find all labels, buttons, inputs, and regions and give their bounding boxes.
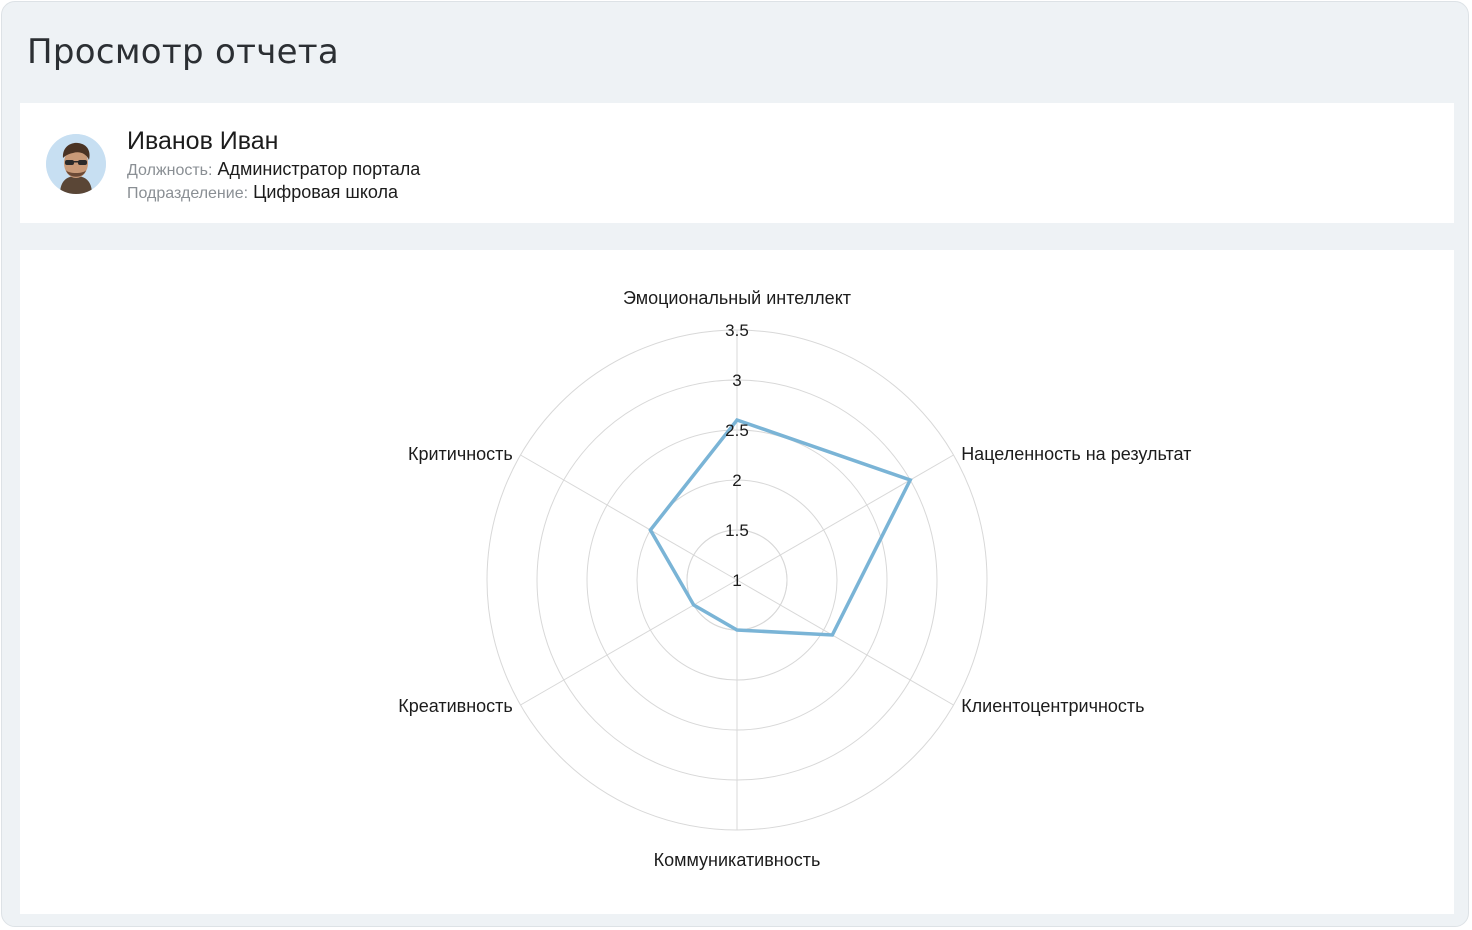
avatar [46,134,106,194]
avatar-image-icon [46,134,106,194]
grid-spoke [736,454,954,581]
position-label: Должность: [127,162,213,179]
axis-label: Коммуникативность [654,850,821,870]
series-point [908,478,912,482]
tick-label: 1 [732,571,741,590]
position-value: Администратор портала [217,159,421,179]
grid-spoke [520,579,738,706]
axis-label: Нацеленность на результат [961,444,1191,464]
radar-spokes [520,330,954,830]
grid-spoke [520,454,738,581]
tick-label: 2 [732,471,741,490]
axis-label: Критичность [408,444,513,464]
radar-series [648,417,913,637]
tick-label: 3 [732,371,741,390]
department-value: Цифровая школа [253,182,399,202]
series-point [830,633,834,637]
department-line: Подразделение: Цифровая школа [127,182,398,203]
series-point [735,418,739,422]
series-point [648,528,652,532]
radar-axis-labels: Эмоциональный интеллект Нацеленность на р… [398,288,1191,870]
page-title: Просмотр отчета [27,32,340,72]
profile-card: Иванов Иван Должность: Администратор пор… [20,103,1454,223]
radar-chart: 1 1.5 2 2.5 3 3.5 Эмоциональный интеллект Наце… [398,288,1191,870]
tick-label: 1.5 [725,521,749,540]
grid-spoke [736,579,954,706]
person-name: Иванов Иван [127,127,279,155]
department-label: Подразделение: [127,185,249,202]
radar-ticks: 1 1.5 2 2.5 3 3.5 [725,321,749,590]
chart-card: 1 1.5 2 2.5 3 3.5 Эмоциональный интеллект Наце… [20,250,1454,914]
series-point [692,603,696,607]
series-point [735,628,739,632]
series-line [648,417,913,637]
position-line: Должность: Администратор портала [127,159,420,180]
axis-label: Клиентоцентричность [961,696,1144,716]
axis-label: Эмоциональный интеллект [623,288,851,308]
axis-label: Креативность [398,696,513,716]
tick-label: 3.5 [725,321,749,340]
tick-label: 2.5 [725,421,749,440]
